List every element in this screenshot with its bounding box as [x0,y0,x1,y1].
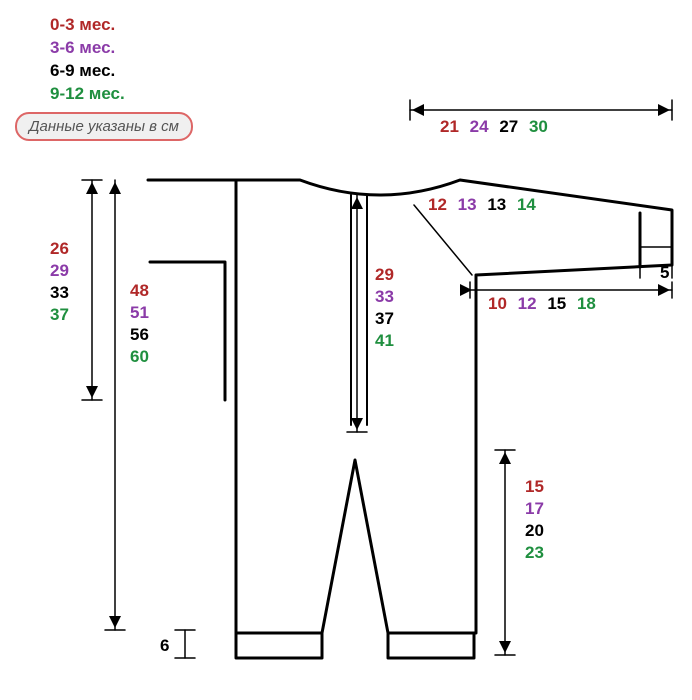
dim-body-top-0: 26 [50,239,69,259]
v-s1: 12 [518,294,537,313]
v-s0: 12 [428,195,447,214]
dim-front-2: 37 [375,309,394,329]
dim-front-0: 29 [375,265,394,285]
legend-item-1: 3-6 мес. [50,38,115,58]
legend-item-0: 0-3 мес. [50,15,115,35]
dim-sleeve-length: 21 24 27 30 [440,117,554,137]
dim-full-2: 56 [130,325,149,345]
legend-item-3: 9-12 мес. [50,84,125,104]
dim-underarm: 10 12 15 18 [488,294,602,314]
dim-cuff: 5 [660,263,669,283]
v-s0: 21 [440,117,459,136]
v-s2: 15 [547,294,566,313]
v-s1: 24 [470,117,489,136]
v-s3: 30 [529,117,548,136]
dim-leg-2: 20 [525,521,544,541]
dim-hem: 6 [160,636,169,656]
dim-leg-1: 17 [525,499,544,519]
v-s3: 18 [577,294,596,313]
dim-body-top-1: 29 [50,261,69,281]
v-s0: 10 [488,294,507,313]
dim-leg-3: 23 [525,543,544,563]
dim-full-3: 60 [130,347,149,367]
dim-neck-drop: 12 13 13 14 [428,195,542,215]
v-s2: 13 [487,195,506,214]
dim-body-top-2: 33 [50,283,69,303]
v-s3: 14 [517,195,536,214]
dim-front-1: 33 [375,287,394,307]
dim-front-3: 41 [375,331,394,351]
dim-body-top-3: 37 [50,305,69,325]
legend-item-2: 6-9 мес. [50,61,115,81]
dim-leg-0: 15 [525,477,544,497]
units-caption: Данные указаны в см [15,112,193,141]
dim-full-0: 48 [130,281,149,301]
v-s2: 27 [499,117,518,136]
dim-full-1: 51 [130,303,149,323]
v-s1: 13 [458,195,477,214]
